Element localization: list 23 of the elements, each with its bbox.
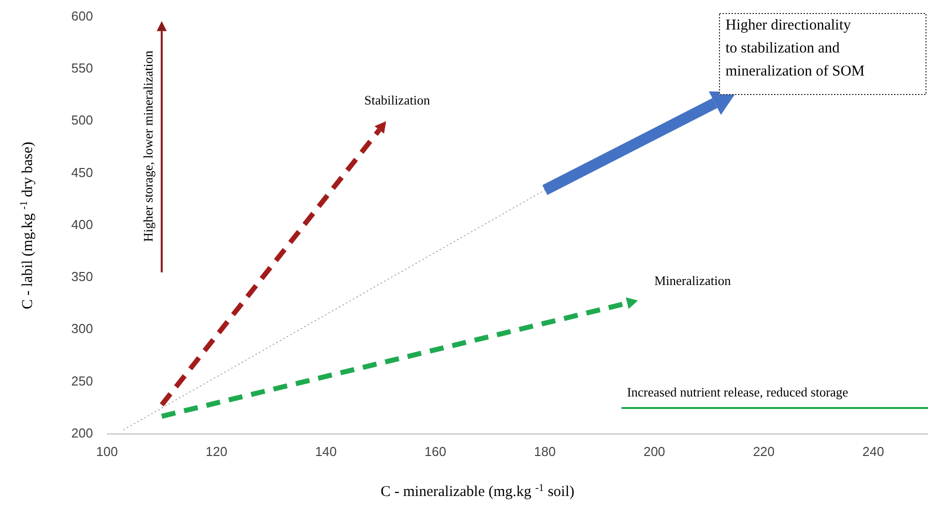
y-tick-label: 450 [71,164,93,180]
y-tick-label: 200 [71,425,93,440]
y-tick-label: 400 [71,216,93,232]
x-tick-label: 160 [424,444,446,459]
x-tick-label: 200 [643,444,666,459]
annotation: Higher directionality to stabilization and mineralization of SOM [725,18,865,80]
annotation: Increased nutrient release, reduced storage [626,384,848,400]
x-tick-label: 140 [315,444,337,459]
y-tick-label: 550 [71,60,93,76]
x-tick-label: 180 [534,444,556,459]
x-tick-label: 100 [96,444,118,459]
annotation: Mineralization [654,272,732,288]
x-tick-label: 220 [752,444,775,459]
y-tick-label: 250 [71,373,93,388]
y-tick-label: 500 [71,112,93,128]
annotation: Higher storage, lower mineralization [140,50,156,242]
x-tick-label: 120 [206,444,228,459]
y-tick-label: 600 [71,8,93,24]
annotation: Stabilization [364,92,430,108]
y-tick-label: 300 [71,321,93,336]
y-tick-label: 350 [71,269,93,284]
x-axis-title: C - mineralizable (mg.kg $^{-1}$ soil) [380,482,574,500]
x-tick-label: 240 [862,444,884,459]
